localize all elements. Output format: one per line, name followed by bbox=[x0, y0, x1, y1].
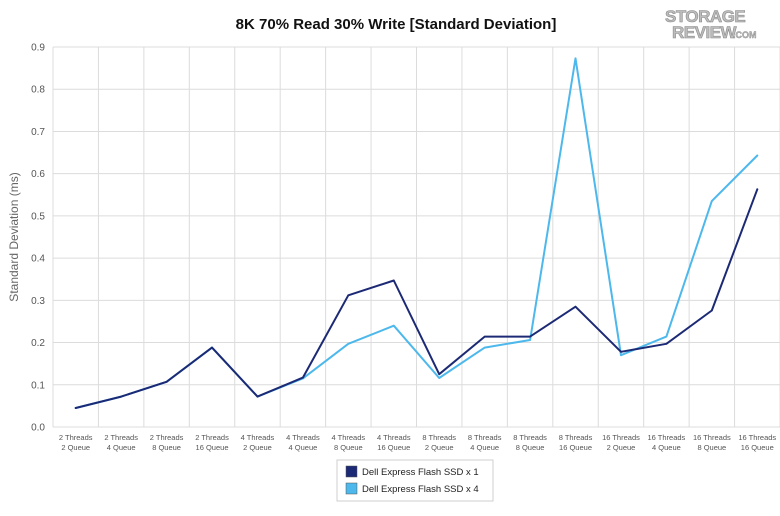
y-tick-label: 0.1 bbox=[31, 380, 45, 391]
data-point-series-1 bbox=[529, 335, 531, 338]
y-tick-label: 0.4 bbox=[31, 254, 45, 265]
data-point-series-1 bbox=[756, 188, 759, 191]
x-tick-label-threads: 8 Threads bbox=[559, 433, 593, 442]
x-tick-label-queue: 4 Queue bbox=[470, 443, 499, 452]
x-tick-label-queue: 2 Queue bbox=[243, 443, 272, 452]
x-tick-label-threads: 16 Threads bbox=[648, 433, 686, 442]
x-tick-label-threads: 8 Threads bbox=[468, 433, 502, 442]
x-tick-label-queue: 16 Queue bbox=[377, 443, 410, 452]
legend-swatch-series-1 bbox=[345, 465, 358, 478]
data-point-series-2 bbox=[483, 346, 486, 349]
data-point-series-1 bbox=[574, 305, 577, 308]
watermark-line2: REVIEW bbox=[672, 23, 738, 42]
data-point-series-1 bbox=[211, 346, 213, 349]
x-tick-label-queue: 16 Queue bbox=[196, 443, 229, 452]
y-tick-label: 0.7 bbox=[31, 127, 45, 138]
data-point-series-2 bbox=[665, 335, 668, 338]
data-point-series-2 bbox=[438, 377, 441, 379]
watermark-suffix: .COM bbox=[733, 30, 757, 40]
x-tick-label-threads: 4 Threads bbox=[286, 433, 320, 442]
x-tick-label-threads: 8 Threads bbox=[513, 433, 547, 442]
data-point-series-1 bbox=[302, 376, 304, 379]
data-point-series-2 bbox=[529, 339, 531, 341]
x-tick-label-threads: 2 Threads bbox=[59, 433, 93, 442]
data-point-series-2 bbox=[711, 200, 713, 202]
x-tick-label-threads: 4 Threads bbox=[332, 433, 366, 442]
data-point-series-2 bbox=[620, 354, 622, 357]
data-point-series-1 bbox=[74, 407, 77, 409]
x-tick-label-threads: 16 Threads bbox=[693, 433, 731, 442]
data-point-series-1 bbox=[165, 381, 168, 383]
legend-label-series-1: Dell Express Flash SSD x 1 bbox=[362, 467, 479, 478]
x-tick-label-queue: 8 Queue bbox=[516, 443, 545, 452]
data-point-series-1 bbox=[620, 351, 622, 353]
x-tick-label-queue: 4 Queue bbox=[107, 443, 136, 452]
chart-title: 8K 70% Read 30% Write [Standard Deviatio… bbox=[236, 16, 557, 33]
x-tick-label-queue: 16 Queue bbox=[741, 443, 774, 452]
y-axis-label: Standard Deviation (ms) bbox=[7, 172, 21, 301]
y-axis-ticks: 0.0 0.1 0.2 0.3 0.4 0.5 0.6 0.7 0.8 0.9 bbox=[31, 43, 45, 434]
grid-lines bbox=[52, 46, 780, 428]
y-tick-label: 0.2 bbox=[31, 338, 45, 349]
data-point-series-1 bbox=[392, 279, 395, 282]
y-tick-label: 0.6 bbox=[31, 169, 45, 180]
y-tick-label: 0.0 bbox=[31, 423, 45, 434]
x-tick-label-queue: 8 Queue bbox=[697, 443, 726, 452]
legend-label-series-2: Dell Express Flash SSD x 4 bbox=[362, 484, 479, 495]
x-tick-label-queue: 8 Queue bbox=[152, 443, 181, 452]
data-point-series-2 bbox=[756, 154, 759, 157]
y-tick-label: 0.9 bbox=[31, 43, 45, 54]
legend: Dell Express Flash SSD x 1 Dell Express … bbox=[336, 459, 494, 502]
x-tick-label-threads: 2 Threads bbox=[195, 433, 229, 442]
y-tick-label: 0.8 bbox=[31, 85, 45, 96]
x-tick-label-queue: 4 Queue bbox=[652, 443, 681, 452]
x-tick-label-queue: 2 Queue bbox=[425, 443, 454, 452]
x-tick-label-threads: 16 Threads bbox=[602, 433, 640, 442]
data-point-series-1 bbox=[438, 373, 441, 376]
x-tick-label-queue: 4 Queue bbox=[289, 443, 318, 452]
x-tick-label-queue: 8 Queue bbox=[334, 443, 363, 452]
data-point-series-1 bbox=[483, 335, 486, 338]
series-line-1 bbox=[74, 188, 759, 409]
y-tick-label: 0.5 bbox=[31, 211, 45, 222]
data-point-series-2 bbox=[392, 324, 395, 327]
data-point-series-1 bbox=[665, 343, 668, 345]
x-tick-label-threads: 4 Threads bbox=[377, 433, 411, 442]
watermark-line1: STORAGE bbox=[665, 7, 745, 26]
legend-swatch-series-2 bbox=[345, 482, 358, 495]
data-point-series-1 bbox=[256, 395, 259, 398]
x-tick-label-threads: 2 Threads bbox=[104, 433, 138, 442]
x-tick-label-threads: 4 Threads bbox=[241, 433, 275, 442]
legend-box bbox=[336, 459, 494, 502]
data-point-series-2 bbox=[574, 57, 577, 60]
data-point-series-2 bbox=[347, 343, 350, 345]
x-tick-label-threads: 16 Threads bbox=[738, 433, 776, 442]
data-point-series-1 bbox=[711, 309, 713, 312]
data-point-series-1 bbox=[347, 294, 350, 297]
storagereview-watermark: STORAGE REVIEW .COM bbox=[665, 7, 757, 43]
x-tick-label-queue: 2 Queue bbox=[61, 443, 90, 452]
y-tick-label: 0.3 bbox=[31, 296, 45, 307]
x-tick-label-threads: 8 Threads bbox=[422, 433, 456, 442]
x-tick-label-queue: 16 Queue bbox=[559, 443, 592, 452]
series-lines bbox=[74, 57, 759, 409]
x-tick-label-queue: 2 Queue bbox=[607, 443, 636, 452]
data-point-series-1 bbox=[120, 395, 122, 398]
x-tick-label-threads: 2 Threads bbox=[150, 433, 184, 442]
